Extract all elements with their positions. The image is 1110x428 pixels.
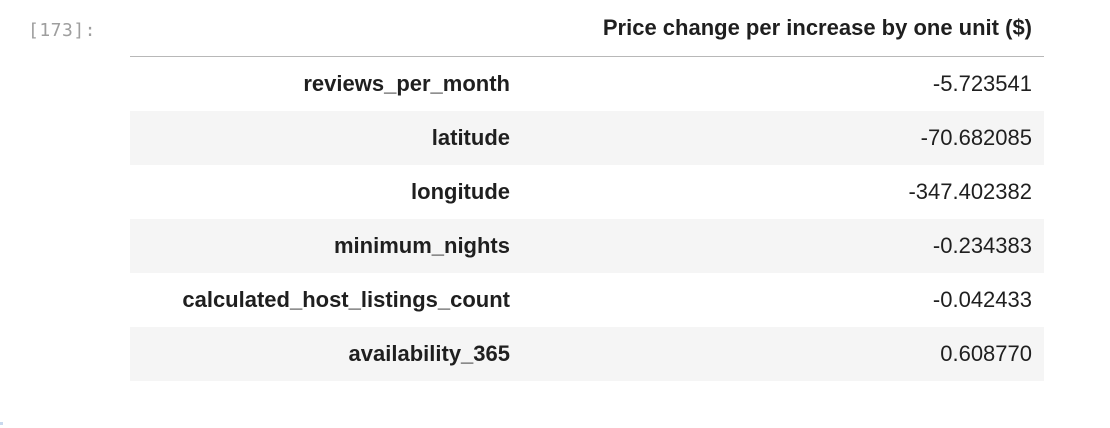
header-row: Price change per increase by one unit ($… [130,0,1044,57]
row-value: -5.723541 [932,70,1032,96]
row-index-label: availability_365 [348,340,510,366]
table-row: availability_365 0.608770 [130,326,1044,381]
row-value: -347.402382 [908,178,1032,204]
dataframe-table: Price change per increase by one unit ($… [130,0,1044,381]
table-row: latitude -70.682085 [130,110,1044,165]
row-value: 0.608770 [940,340,1032,366]
cell-focus-indicator [0,422,3,425]
row-index-label: minimum_nights [333,232,510,258]
table-row: calculated_host_listings_count -0.042433 [130,273,1044,327]
row-value: -0.234383 [932,232,1032,258]
table-row: reviews_per_month -5.723541 [130,57,1044,111]
row-index-label: calculated_host_listings_count [182,286,510,312]
cell-execution-count: [173]: [28,20,97,41]
row-index-label: latitude [431,124,510,150]
table-row: longitude -347.402382 [130,165,1044,219]
index-header [130,0,522,57]
table-body: reviews_per_month -5.723541 latitude -70… [130,57,1044,381]
row-index-label: reviews_per_month [303,70,510,96]
column-header: Price change per increase by one unit ($… [522,0,1044,57]
table-row: minimum_nights -0.234383 [130,218,1044,273]
row-value: -70.682085 [920,124,1032,150]
table-header: Price change per increase by one unit ($… [130,0,1044,57]
row-value: -0.042433 [932,286,1032,312]
row-index-label: longitude [411,178,510,204]
cell-output: Price change per increase by one unit ($… [130,0,1044,381]
